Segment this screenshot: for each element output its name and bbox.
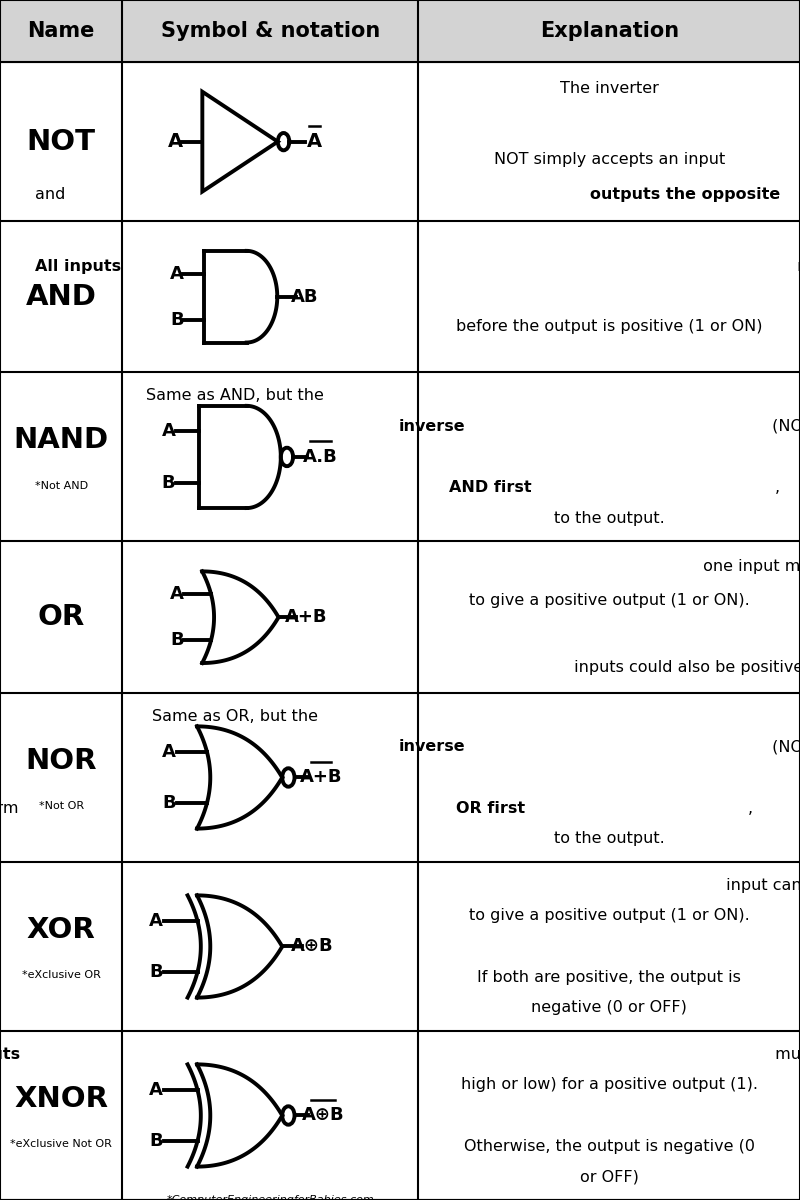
Text: A: A [170,265,184,283]
Text: A: A [149,912,162,930]
Text: ,: , [775,480,785,496]
Text: AB: AB [291,288,318,306]
Text: to the output.: to the output. [554,832,665,846]
Text: negative (0 or OFF): negative (0 or OFF) [531,1001,687,1015]
Text: B: B [149,1132,162,1150]
Text: Explanation: Explanation [540,22,678,41]
Text: inverse: inverse [398,739,466,755]
Text: to give a positive output (1 or ON).: to give a positive output (1 or ON). [469,593,750,608]
Text: A+B: A+B [285,608,327,626]
Text: *ComputerEngineeringforBabies.com: *ComputerEngineeringforBabies.com [166,1195,374,1200]
Text: A: A [149,1081,162,1099]
Text: NAND: NAND [14,426,109,454]
Text: AND first: AND first [449,480,532,496]
Text: or OFF): or OFF) [580,1170,638,1184]
Text: B: B [170,631,184,649]
Text: high or low) for a positive output (1).: high or low) for a positive output (1). [461,1078,758,1092]
Text: NOT simply accepts an input: NOT simply accepts an input [494,151,725,167]
Text: A⊕B: A⊕B [291,937,334,955]
Text: *eXclusive OR: *eXclusive OR [22,971,101,980]
Text: *eXclusive Not OR: *eXclusive Not OR [10,1139,112,1150]
Text: *Not OR: *Not OR [38,802,84,811]
Text: NOR: NOR [26,746,97,775]
Text: Name: Name [27,22,95,41]
Bar [0,0,800,62]
Text: inverse: inverse [398,419,466,433]
Text: Same as AND, but the: Same as AND, but the [146,388,329,403]
Text: Symbol & notation: Symbol & notation [161,22,380,41]
Text: All inputs: All inputs [35,259,121,274]
Text: input can be positive (1): input can be positive (1) [721,877,800,893]
Text: A: A [162,422,175,440]
Text: inputs could also be positive.: inputs could also be positive. [570,660,800,676]
Text: All inputs: All inputs [0,1046,20,1062]
Text: B: B [170,311,183,329]
Text: B: B [162,794,176,812]
Text: A.B: A.B [303,448,338,466]
Text: must be positive (1): must be positive (1) [791,259,800,274]
Text: Otherwise, the output is negative (0: Otherwise, the output is negative (0 [464,1139,754,1153]
Text: (NOT).: (NOT). [766,739,800,755]
Text: The inverter: The inverter [560,82,658,96]
Text: OR first: OR first [456,800,525,816]
Text: A: A [170,586,184,604]
Text: A+B: A+B [300,768,342,786]
Text: A: A [307,132,322,151]
Text: to the output.: to the output. [554,511,665,526]
Text: before the output is positive (1 or ON): before the output is positive (1 or ON) [456,319,762,335]
Text: OR: OR [38,604,85,631]
Text: AND: AND [26,283,97,311]
Text: So, perform: So, perform [0,800,24,816]
Text: XOR: XOR [27,916,95,943]
Text: XNOR: XNOR [14,1085,108,1112]
Text: must be the same (either: must be the same (either [770,1046,800,1062]
Text: *Not AND: *Not AND [34,481,88,491]
Text: (NOT).: (NOT). [766,419,800,433]
Text: NOT: NOT [26,127,96,156]
Text: A⊕B: A⊕B [302,1106,344,1124]
Text: If both are positive, the output is: If both are positive, the output is [478,970,741,985]
Text: outputs the opposite: outputs the opposite [590,187,780,202]
Text: one input must be positive (1): one input must be positive (1) [698,559,800,575]
Text: Same as OR, but the: Same as OR, but the [152,708,323,724]
Text: and: and [35,187,70,202]
Text: B: B [149,964,162,982]
Text: B: B [162,474,175,492]
Text: A: A [162,743,176,761]
Text: A: A [168,132,183,151]
Text: to give a positive output (1 or ON).: to give a positive output (1 or ON). [469,908,750,923]
Text: ,: , [748,800,758,816]
